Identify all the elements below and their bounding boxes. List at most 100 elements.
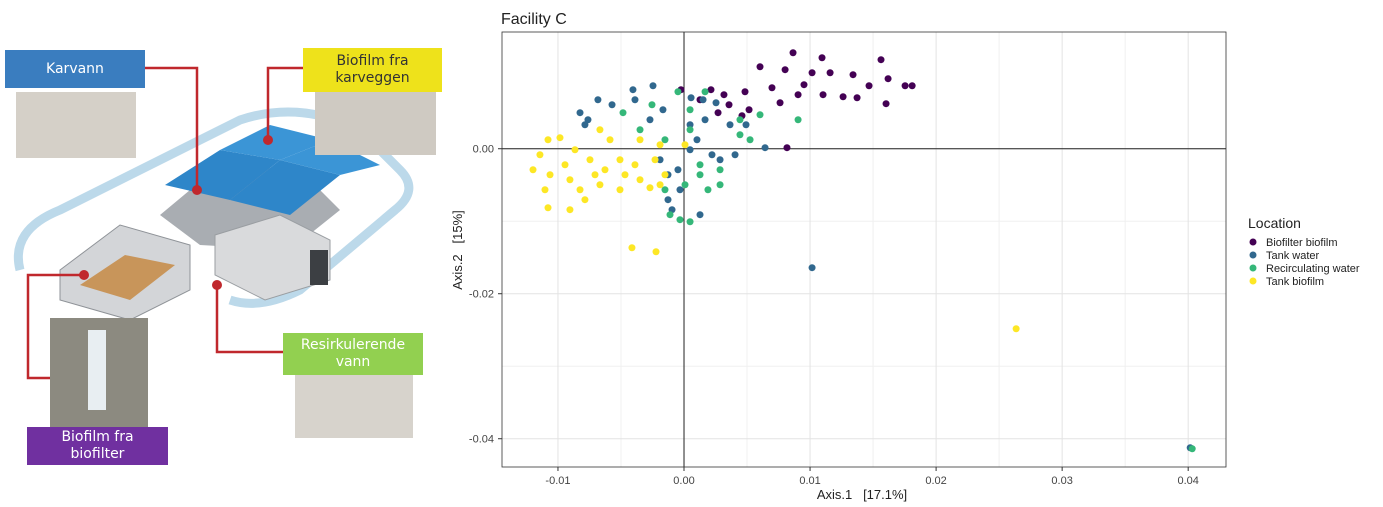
- point: [720, 91, 728, 99]
- point: [621, 171, 629, 179]
- sump: [214, 214, 331, 301]
- legend-label: Tank biofilm: [1266, 276, 1324, 288]
- plot-background: [502, 32, 1226, 467]
- label-box: Karvann: [5, 50, 145, 88]
- point: [646, 116, 654, 124]
- photo-tube: [88, 330, 106, 410]
- point: [746, 136, 754, 144]
- point: [636, 176, 644, 184]
- point: [707, 86, 715, 94]
- point: [546, 171, 554, 179]
- dot: [192, 185, 202, 195]
- point: [596, 181, 604, 189]
- point: [659, 106, 667, 114]
- connector-dots: [79, 135, 273, 290]
- point: [839, 93, 847, 101]
- legend-label: Biofilter biofilm: [1266, 237, 1338, 249]
- point: [606, 136, 614, 144]
- dot: [263, 135, 273, 145]
- point: [849, 71, 857, 79]
- x-tick-label: 0.04: [1177, 475, 1198, 487]
- point: [674, 166, 682, 174]
- legend-label: Tank water: [1266, 250, 1320, 262]
- photo: [295, 372, 413, 438]
- point: [708, 151, 716, 159]
- point: [865, 82, 873, 90]
- point: [716, 156, 724, 164]
- point: [601, 166, 609, 174]
- x-axis-title: Axis.1 [17.1%]: [817, 487, 907, 502]
- point: [725, 101, 733, 109]
- point: [664, 196, 672, 204]
- point: [608, 101, 616, 109]
- point: [586, 156, 594, 164]
- point: [591, 171, 599, 179]
- point: [726, 121, 734, 129]
- point: [696, 171, 704, 179]
- point: [636, 126, 644, 134]
- point: [676, 216, 684, 224]
- point: [561, 161, 569, 169]
- point: [745, 106, 753, 114]
- legend-title: Location: [1248, 215, 1301, 231]
- plot-border: [501, 31, 1227, 468]
- tank: [230, 160, 340, 215]
- y-axis-title: Axis.2 [15%]: [450, 210, 465, 289]
- point: [701, 116, 709, 124]
- point: [818, 54, 826, 62]
- dot: [212, 280, 222, 290]
- point: [761, 144, 769, 152]
- point: [661, 186, 669, 194]
- x-tick-label: -0.01: [545, 475, 570, 487]
- plot: [501, 31, 1227, 468]
- point: [686, 218, 694, 226]
- point: [544, 136, 552, 144]
- point: [756, 63, 764, 71]
- point: [882, 100, 890, 108]
- legend-swatch: [1249, 238, 1257, 246]
- point: [576, 109, 584, 117]
- connector: [266, 66, 303, 140]
- point: [699, 96, 707, 104]
- point: [714, 109, 722, 117]
- point: [661, 171, 669, 179]
- point: [826, 69, 834, 77]
- point: [616, 156, 624, 164]
- point: [794, 91, 802, 99]
- filter-media: [80, 255, 175, 300]
- point: [631, 161, 639, 169]
- x-tick-label: 0.03: [1051, 475, 1072, 487]
- point: [716, 181, 724, 189]
- point: [884, 75, 892, 83]
- point: [696, 161, 704, 169]
- point: [741, 88, 749, 96]
- point: [676, 186, 684, 194]
- point: [681, 181, 689, 189]
- point: [581, 121, 589, 129]
- point: [541, 186, 549, 194]
- point: [800, 81, 808, 89]
- point: [1012, 325, 1020, 333]
- point: [529, 166, 537, 174]
- point: [901, 82, 909, 90]
- pump: [310, 250, 328, 285]
- legend-swatch: [1249, 251, 1257, 259]
- x-tick-label: 0.01: [799, 475, 820, 487]
- point: [686, 121, 694, 129]
- point: [544, 204, 552, 212]
- point: [628, 244, 636, 252]
- legend-label: Recirculating water: [1266, 263, 1360, 275]
- tank: [220, 125, 330, 160]
- point: [781, 66, 789, 74]
- label-box: Resirkulerende vann: [283, 333, 423, 375]
- point: [581, 196, 589, 204]
- point: [566, 206, 574, 214]
- point: [712, 99, 720, 107]
- point: [631, 96, 639, 104]
- point: [756, 111, 764, 119]
- point: [674, 88, 682, 96]
- tank: [280, 140, 380, 175]
- point: [596, 126, 604, 134]
